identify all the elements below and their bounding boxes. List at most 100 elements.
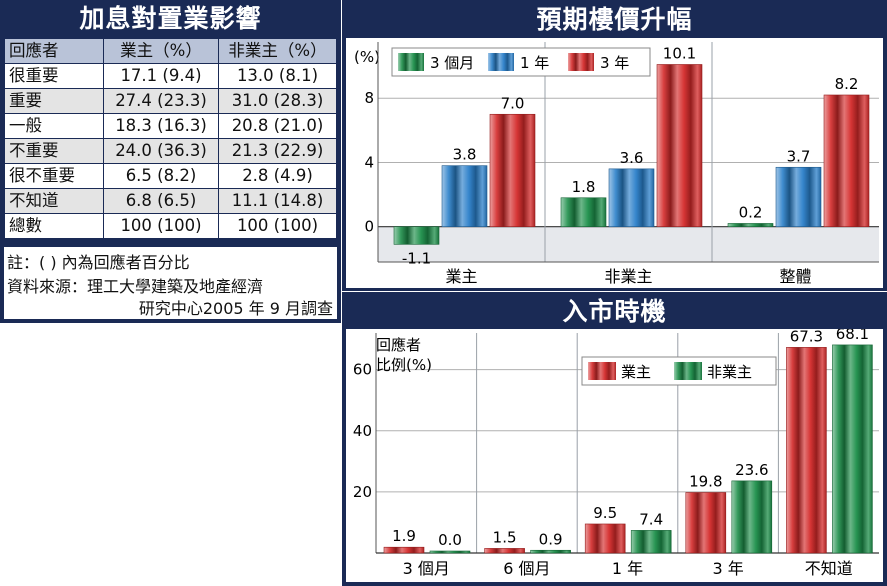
- header-respondent: 回應者: [4, 38, 104, 64]
- table-row: 總數 100 (100) 100 (100): [4, 213, 337, 239]
- source-line-2: 研究中心2005 年 9 月調查: [138, 299, 333, 318]
- source-line-1: 資料來源：理工大學建築及地產經濟: [7, 277, 264, 296]
- table-title: 加息對置業影響: [79, 4, 262, 33]
- entry-timing-chart-area: 20 40 60 回應者比例(%) 1.9 0.0 3 個月 1.5 0.9 6 個月 9.5 7.4…: [346, 325, 883, 582]
- header-non-owner: 非業主（%）: [218, 38, 337, 64]
- bar: [731, 480, 773, 554]
- y-tick-0: 0: [364, 218, 374, 236]
- legend-swatch: [674, 362, 702, 380]
- owner-value: 27.4 (23.3): [103, 88, 219, 114]
- bar: [823, 94, 870, 227]
- data-label: 23.6: [735, 461, 768, 479]
- data-label: 7.4: [639, 510, 663, 528]
- bar: [489, 113, 536, 227]
- x-tick-label: 業主: [445, 267, 477, 286]
- data-label: 0.9: [539, 530, 563, 548]
- bar: [484, 548, 525, 554]
- bar: [775, 166, 822, 227]
- legend-swatch: [568, 53, 594, 71]
- table-row: 很不重要 6.5 (8.2) 2.8 (4.9): [4, 163, 337, 189]
- data-label: 67.3: [790, 329, 823, 345]
- table-row: 一般 18.3 (16.3) 20.8 (21.0): [4, 113, 337, 139]
- non-owner-value: 11.1 (14.8): [218, 188, 337, 214]
- bar: [608, 168, 655, 227]
- y-tick-40: 40: [353, 422, 372, 440]
- row-label: 不知道: [4, 188, 104, 214]
- legend-label: 1 年: [520, 54, 549, 72]
- bar: [393, 226, 440, 245]
- x-tick-label: 不知道: [805, 559, 853, 578]
- data-label: 3.6: [620, 149, 644, 167]
- data-label: 3.8: [453, 146, 477, 164]
- data-label: 3.7: [787, 147, 811, 165]
- y-axis-label: (%): [354, 48, 380, 66]
- y-tick-8: 8: [364, 89, 374, 107]
- table-note: 註：( ) 內為回應者百分比: [7, 253, 190, 272]
- legend-swatch: [398, 53, 424, 71]
- row-label: 不重要: [4, 138, 104, 164]
- owner-value: 17.1 (9.4): [103, 63, 219, 89]
- price-rise-panel: 預期樓價升幅 0 4 8 (%) -1.1 3.8 7.0 業主 1.8 3.6 10.1 非業主 0.…: [342, 0, 887, 291]
- y-tick-4: 4: [364, 153, 374, 171]
- non-owner-value: 20.8 (21.0): [218, 113, 337, 139]
- data-label: 9.5: [593, 504, 617, 522]
- x-tick-label: 3 個月: [403, 559, 450, 578]
- price-rise-chart: 0 4 8 (%) -1.1 3.8 7.0 業主 1.8 3.6 10.1 非業主 0.2 3.7 8.2…: [354, 42, 879, 286]
- y-tick-20: 20: [353, 483, 372, 501]
- table-row: 不知道 6.8 (6.5) 11.1 (14.8): [4, 188, 337, 214]
- row-label: 總數: [4, 213, 104, 239]
- impact-table: 回應者 業主（%） 非業主（%） 很重要 17.1 (9.4) 13.0 (8.…: [4, 38, 337, 239]
- x-tick-label: 6 個月: [503, 559, 550, 578]
- bar: [383, 546, 425, 554]
- x-tick-label: 3 年: [712, 559, 743, 578]
- table-notes: 註：( ) 內為回應者百分比 資料來源：理工大學建築及地產經濟 研究中心2005…: [4, 247, 337, 319]
- owner-value: 6.5 (8.2): [103, 163, 219, 189]
- entry-timing-title: 入市時機: [562, 297, 667, 326]
- header-owner: 業主（%）: [103, 38, 219, 64]
- x-tick-label: 1 年: [612, 559, 643, 578]
- data-label: 7.0: [501, 94, 525, 112]
- data-label: 8.2: [835, 75, 859, 93]
- data-label: -1.1: [402, 249, 431, 267]
- data-label: 1.9: [392, 527, 416, 545]
- legend-label: 業主: [621, 363, 651, 381]
- row-label: 很重要: [4, 63, 104, 89]
- owner-value: 24.0 (36.3): [103, 138, 219, 164]
- data-label: 0.2: [739, 203, 763, 221]
- table-header-row: 回應者 業主（%） 非業主（%）: [4, 38, 337, 64]
- bar: [786, 347, 827, 554]
- owner-value: 18.3 (16.3): [103, 113, 219, 139]
- table-row: 很重要 17.1 (9.4) 13.0 (8.1): [4, 63, 337, 89]
- non-owner-value: 100 (100): [218, 213, 337, 239]
- non-owner-value: 21.3 (22.9): [218, 138, 337, 164]
- y-axis-label-1: 回應者: [376, 336, 421, 354]
- data-label: 10.1: [663, 44, 696, 62]
- bar: [656, 64, 703, 227]
- x-tick-label: 整體: [779, 267, 811, 286]
- legend-box: [391, 47, 651, 77]
- y-tick-60: 60: [353, 361, 372, 379]
- table-row: 不重要 24.0 (36.3) 21.3 (22.9): [4, 138, 337, 164]
- legend-label: 非業主: [707, 363, 752, 381]
- x-tick-label: 非業主: [604, 267, 652, 286]
- table-panel: 加息對置業影響 回應者 業主（%） 非業主（%） 很重要 17.1 (9.4) …: [0, 0, 341, 323]
- bar: [530, 549, 571, 554]
- bar: [727, 223, 774, 227]
- non-owner-value: 31.0 (28.3): [218, 88, 337, 114]
- bar: [685, 492, 727, 554]
- data-label: 1.8: [572, 178, 596, 196]
- row-label: 重要: [4, 88, 104, 114]
- y-axis-label-2: 比例(%): [376, 356, 432, 374]
- bar: [429, 550, 471, 554]
- row-label: 一般: [4, 113, 104, 139]
- bar: [560, 197, 607, 227]
- owner-value: 100 (100): [103, 213, 219, 239]
- bar: [832, 344, 873, 554]
- data-label: 1.5: [493, 528, 517, 546]
- non-owner-value: 2.8 (4.9): [218, 163, 337, 189]
- table-row: 重要 27.4 (23.3) 31.0 (28.3): [4, 88, 337, 114]
- negative-region: [378, 226, 879, 262]
- legend-swatch: [488, 53, 514, 71]
- data-label: 0.0: [438, 531, 462, 549]
